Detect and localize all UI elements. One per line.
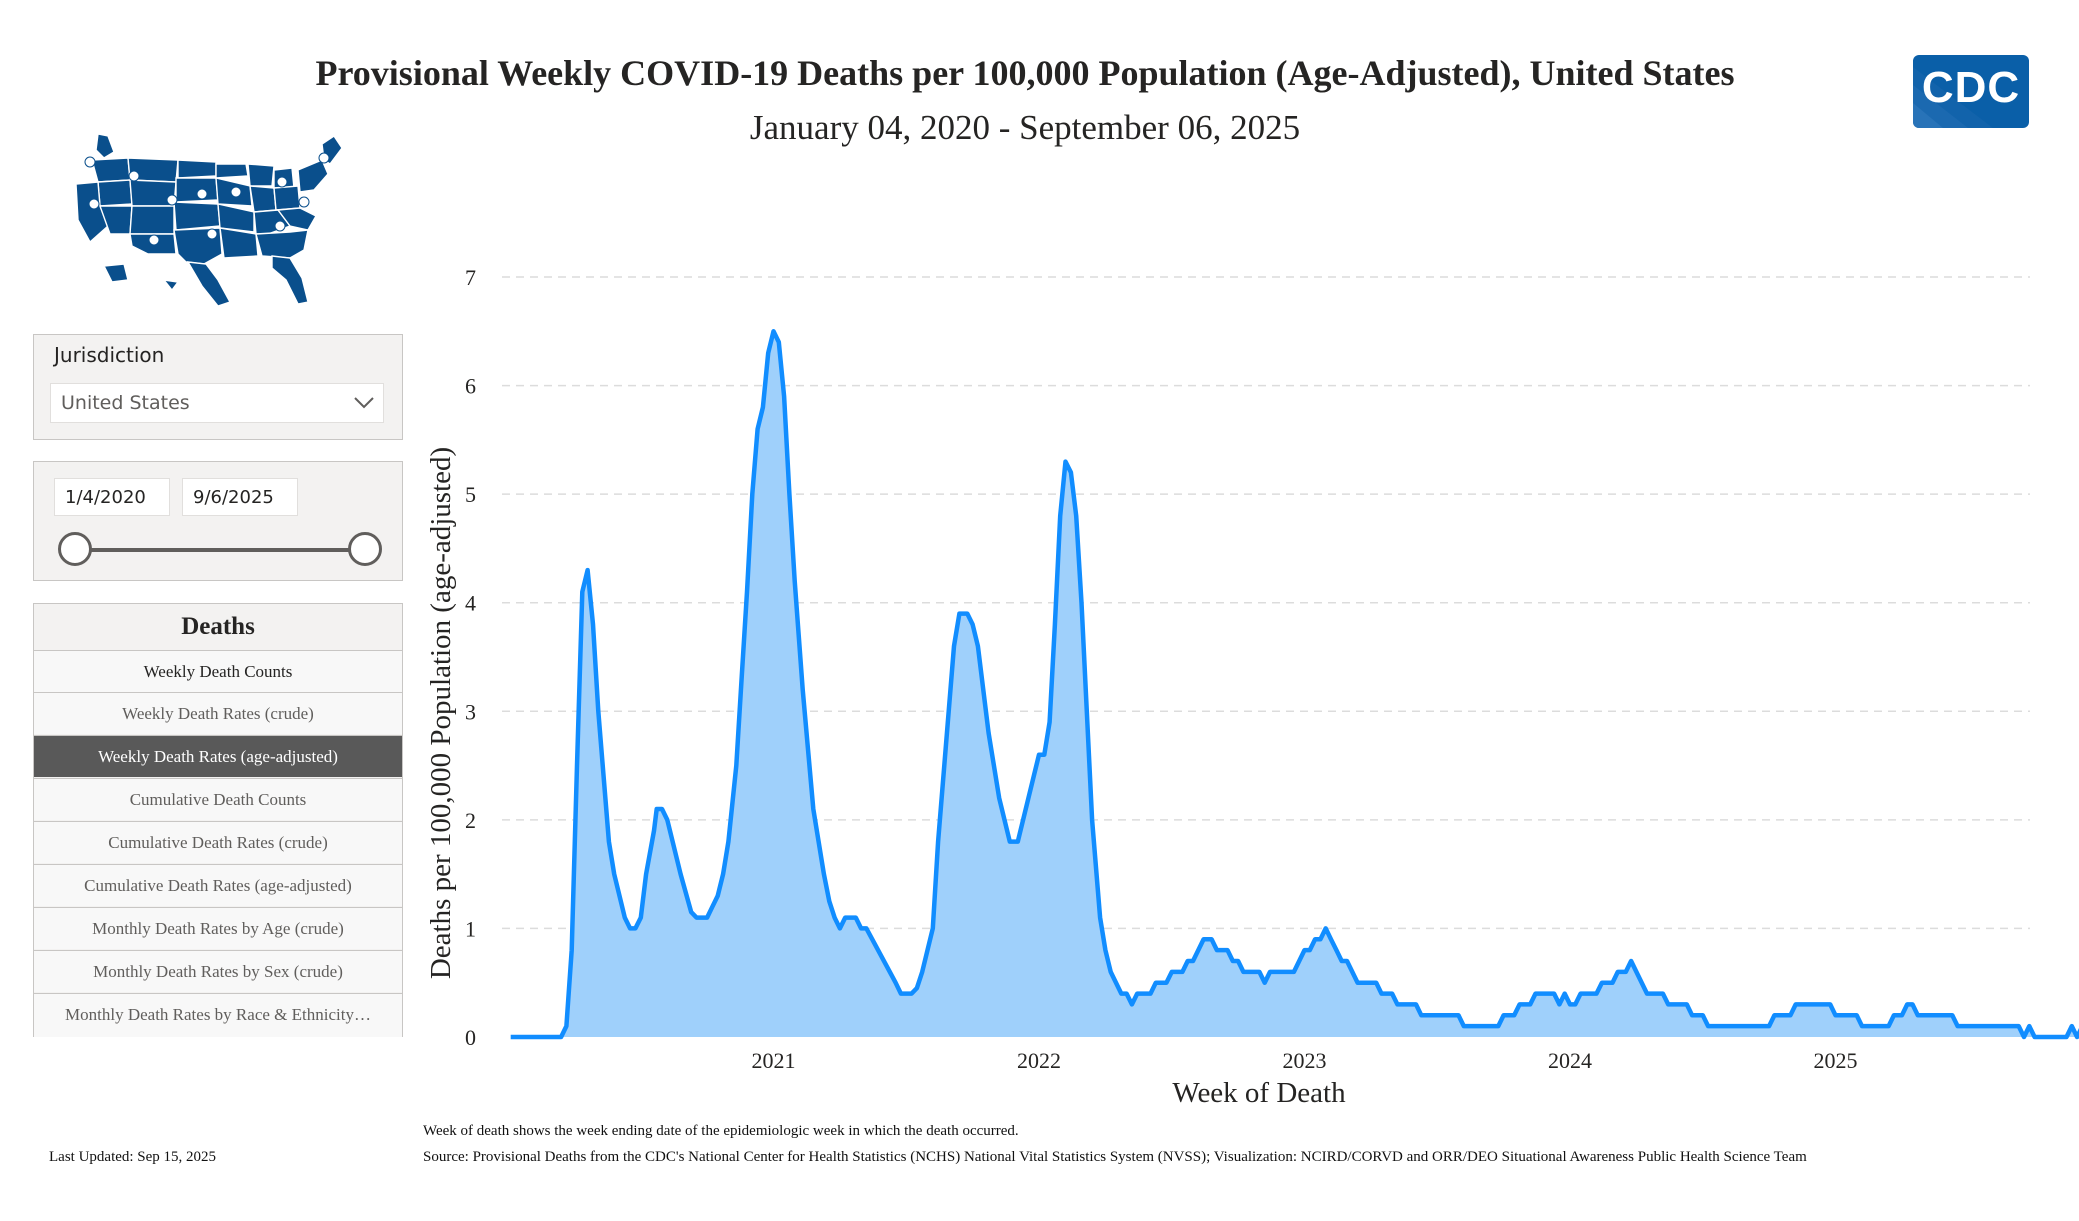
us-map-icon [75,133,343,307]
cdc-logo: CDC [1913,55,2029,128]
week-of-death-note: Week of death shows the week ending date… [423,1123,1019,1139]
menu-item-weekly-death-rates-age-adjusted[interactable]: Weekly Death Rates (age-adjusted) [34,735,402,777]
menu-item-cumulative-death-counts[interactable]: Cumulative Death Counts [34,778,402,820]
x-tick-label: 2023 [1283,1048,1327,1073]
y-tick-label: 2 [465,808,476,833]
x-tick-label: 2025 [1814,1048,1858,1073]
chevron-down-icon [354,397,374,409]
jurisdiction-dropdown[interactable]: United States [50,383,384,423]
menu-item-monthly-death-rates-by-age[interactable]: Monthly Death Rates by Age (crude) [34,907,402,949]
y-tick-label: 3 [465,699,476,724]
y-tick-label: 5 [465,482,476,507]
menu-item-weekly-death-counts[interactable]: Weekly Death Counts [34,650,402,692]
menu-item-weekly-death-rates-crude[interactable]: Weekly Death Rates (crude) [34,692,402,734]
chart-title: Provisional Weekly COVID-19 Deaths per 1… [315,53,1735,93]
menu-item-cumulative-death-rates-crude[interactable]: Cumulative Death Rates (crude) [34,821,402,863]
y-tick-label: 4 [465,591,476,616]
source-note: Source: Provisional Deaths from the CDC'… [423,1149,1807,1165]
last-updated: Last Updated: Sep 15, 2025 [49,1149,217,1165]
y-tick-label: 0 [465,1025,476,1050]
date-range-panel: 1/4/2020 9/6/2025 [33,461,403,581]
x-axis-label: Week of Death [1172,1077,1346,1109]
y-axis-label: Deaths per 100,000 Population (age-adjus… [425,447,457,979]
end-date-input[interactable]: 9/6/2025 [182,478,298,516]
deaths-menu-header: Deaths [181,613,255,640]
date-slider-track[interactable] [76,548,370,552]
date-range-subtitle: January 04, 2020 - September 06, 2025 [749,108,1301,147]
start-date-input[interactable]: 1/4/2020 [54,478,170,516]
deaths-menu: Deaths Weekly Death Counts Weekly Death … [33,603,403,1037]
jurisdiction-label: Jurisdiction [54,343,165,367]
series-area-fill [510,331,2079,1037]
series-line [510,329,2079,1040]
jurisdiction-value: United States [61,392,190,414]
y-tick-label: 7 [465,265,476,290]
date-slider-end-handle[interactable] [348,532,382,566]
logo-rays-icon [1913,67,1993,128]
jurisdiction-panel: Jurisdiction United States [33,334,403,440]
menu-item-monthly-death-rates-by-sex[interactable]: Monthly Death Rates by Sex (crude) [34,950,402,992]
cdc-logo-text: CDC [1921,63,2021,112]
y-tick-label: 1 [465,916,476,941]
menu-item-monthly-death-rates-by-race[interactable]: Monthly Death Rates by Race & Ethnicity… [34,993,402,1037]
y-tick-label: 6 [465,374,476,399]
x-tick-label: 2021 [752,1048,796,1073]
x-tick-label: 2022 [1017,1048,1061,1073]
menu-item-cumulative-death-rates-age-adjusted[interactable]: Cumulative Death Rates (age-adjusted) [34,864,402,906]
date-slider-start-handle[interactable] [58,532,92,566]
x-tick-label: 2024 [1548,1048,1592,1073]
